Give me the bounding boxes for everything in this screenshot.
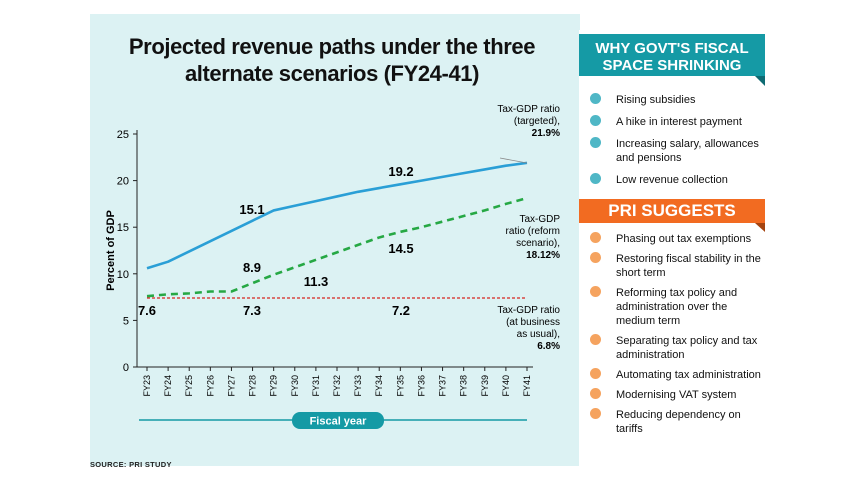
x-tick-label: FY41: [522, 375, 532, 397]
pri-item-text: Phasing out tax exemptions: [616, 233, 752, 245]
why-heading-line1: WHY GOVT'S FISCAL: [595, 40, 749, 57]
label-leader: [499, 157, 528, 164]
pri-item: Separating tax policy and tax administra…: [590, 334, 765, 362]
y-tick-label: 20: [117, 176, 129, 188]
why-item: A hike in interest payment: [590, 115, 765, 129]
series-end-label: (at business: [506, 317, 560, 328]
data-label: 15.1: [239, 202, 264, 217]
why-heading: WHY GOVT'S FISCAL SPACE SHRINKING: [579, 34, 765, 76]
data-label: 14.5: [388, 241, 413, 256]
x-tick-label: FY35: [395, 375, 405, 397]
x-tick-label: FY30: [290, 375, 300, 397]
pri-item-text: Separating tax policy and tax administra…: [616, 335, 758, 361]
x-tick-label: FY24: [163, 375, 173, 397]
pri-item: Automating tax administration: [590, 368, 765, 382]
sidebar-panel: [579, 30, 765, 470]
data-label: 19.2: [388, 164, 413, 179]
data-label: 11.3: [304, 274, 329, 289]
series-end-value: 18.12%: [526, 250, 560, 261]
series-end-label: scenario),: [516, 238, 560, 249]
why-item-text: A hike in interest payment: [616, 116, 742, 128]
pri-item-text: Modernising VAT system: [616, 389, 737, 401]
series-end-label: Tax-GDP: [519, 214, 560, 225]
x-tick-label: FY39: [480, 375, 490, 397]
bullet-icon: [590, 93, 601, 104]
bullet-icon: [590, 334, 601, 345]
pri-item-text: Reforming tax policy and administration …: [616, 287, 738, 327]
pri-item: Modernising VAT system: [590, 388, 765, 402]
pri-heading-notch: [755, 223, 765, 232]
bullet-icon: [590, 252, 601, 263]
pri-list: Phasing out tax exemptions Restoring fisc…: [590, 232, 765, 442]
data-label: 8.9: [243, 260, 261, 275]
bullet-icon: [590, 408, 601, 419]
x-tick-label: FY33: [353, 375, 363, 397]
x-tick-label: FY34: [374, 375, 384, 397]
why-item-text: Rising subsidies: [616, 94, 696, 106]
bullet-icon: [590, 232, 601, 243]
data-label: 7.6: [138, 303, 156, 318]
bullet-icon: [590, 388, 601, 399]
bullet-icon: [590, 115, 601, 126]
pri-item: Restoring fiscal stability in the short …: [590, 252, 765, 280]
why-heading-line2: SPACE SHRINKING: [602, 57, 742, 74]
why-item-text: Increasing salary, allowances and pensio…: [616, 138, 759, 164]
bullet-icon: [590, 173, 601, 184]
why-item-text: Low revenue collection: [616, 174, 728, 186]
x-tick-label: FY29: [269, 375, 279, 397]
series-end-label: ratio (reform: [506, 226, 560, 237]
x-tick-label: FY28: [248, 375, 258, 397]
x-tick-label: FY38: [459, 375, 469, 397]
series-end-value: 6.8%: [537, 341, 560, 352]
chart-panel: [90, 14, 580, 466]
series-line-1: [146, 196, 528, 298]
series-end-label: Tax-GDP ratio: [497, 305, 560, 316]
x-tick-label: FY32: [332, 375, 342, 397]
source-note: SOURCE: PRI STUDY: [90, 460, 172, 469]
chart-title: Projected revenue paths under the three …: [128, 34, 536, 86]
x-tick-label: FY25: [184, 375, 194, 397]
pri-item: Reforming tax policy and administration …: [590, 286, 765, 328]
x-tick-label: FY23: [142, 375, 152, 397]
y-tick-label: 10: [117, 269, 129, 281]
x-tick-label: FY31: [311, 375, 321, 397]
x-tick-label: FY26: [205, 375, 215, 397]
x-tick-label: FY27: [226, 375, 236, 397]
pri-item-text: Automating tax administration: [616, 369, 761, 381]
x-axis-label-pill: [292, 412, 384, 429]
y-tick-label: 25: [117, 129, 129, 141]
y-axis-label: Percent of GDP: [105, 210, 117, 291]
why-list: Rising subsidies A hike in interest payme…: [590, 93, 765, 195]
y-tick-label: 15: [117, 222, 129, 234]
series-end-label: as usual),: [517, 329, 560, 340]
bullet-icon: [590, 368, 601, 379]
pri-heading: PRI SUGGESTS: [579, 199, 765, 223]
why-item: Low revenue collection: [590, 173, 765, 187]
bullet-icon: [590, 137, 601, 148]
series-end-label: (targeted),: [514, 116, 560, 127]
bullet-icon: [590, 286, 601, 297]
x-tick-label: FY40: [501, 375, 511, 397]
y-tick-label: 5: [123, 315, 129, 327]
pri-item-text: Restoring fiscal stability in the short …: [616, 253, 761, 279]
pri-item: Reducing dependency on tariffs: [590, 408, 765, 436]
why-item: Rising subsidies: [590, 93, 765, 107]
pri-item: Phasing out tax exemptions: [590, 232, 765, 246]
data-label: 7.2: [392, 303, 410, 318]
why-heading-notch: [755, 76, 765, 86]
y-tick-label: 0: [123, 362, 129, 374]
data-label: 7.3: [243, 303, 261, 318]
x-axis-label: Fiscal year: [310, 416, 368, 428]
x-tick-label: FY36: [416, 375, 426, 397]
pri-item-text: Reducing dependency on tariffs: [616, 409, 741, 435]
series-end-label: Tax-GDP ratio: [497, 104, 560, 115]
series-end-value: 21.9%: [532, 128, 560, 139]
why-item: Increasing salary, allowances and pensio…: [590, 137, 765, 165]
x-tick-label: FY37: [438, 375, 448, 397]
